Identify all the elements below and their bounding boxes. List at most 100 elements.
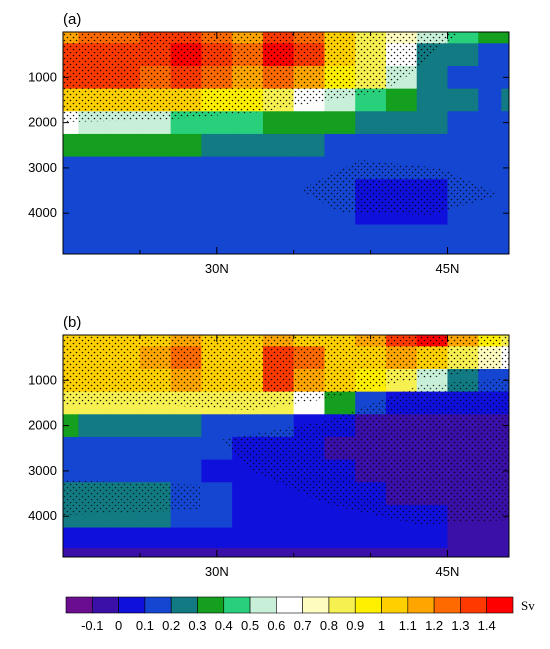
colorbar-tick-label: 0.5 (241, 618, 259, 633)
panel-b-cell (293, 547, 326, 557)
panel-a-cell (109, 156, 141, 180)
panel-a-cell (78, 244, 110, 254)
panel-a-cell (232, 201, 264, 226)
panel-a-cell (201, 201, 233, 226)
panel-a-cell (416, 133, 449, 158)
panel-a-cell (501, 32, 509, 44)
panel-b-cell (201, 482, 233, 506)
panel-b-cell (63, 547, 79, 557)
colorbar-swatch (118, 596, 146, 614)
panel-b-y-tick-label: 2000 (28, 418, 57, 433)
panel-a-cell (139, 133, 172, 158)
panel-a-cell (447, 133, 479, 158)
colorbar-swatch (91, 596, 119, 614)
panel-b-cell (324, 504, 356, 529)
panel-a-cell (63, 133, 79, 158)
panel-a-cell (201, 179, 233, 203)
panel-b-cell (201, 459, 233, 483)
panel-a-cell (324, 111, 356, 135)
panel-a-cell (501, 244, 509, 254)
panel-a-cell (478, 244, 502, 254)
panel-b-cell (63, 436, 79, 461)
panel-b-cell (324, 391, 356, 415)
panel-a-cell (109, 133, 141, 158)
colorbar-tick-label: 0.6 (267, 618, 285, 633)
panel-a-cell (109, 179, 141, 203)
panel-b-cell (501, 527, 509, 549)
panel-a-cell (478, 111, 502, 135)
panel-a-cell (78, 179, 110, 203)
panel-a-cell (232, 156, 264, 180)
panel-a-cell (447, 244, 479, 254)
colorbar-swatch (407, 596, 435, 614)
panel-b-y-tick-label: 3000 (28, 463, 57, 478)
panel-a-cell (478, 156, 502, 180)
panel-b-cell (170, 459, 203, 483)
panel-b-cell (478, 547, 502, 557)
panel-b-cell (63, 527, 79, 549)
panel-a-cell (63, 224, 79, 246)
panel-b-cell (447, 547, 479, 557)
panel-a-cell (262, 224, 295, 246)
panel-b-cell (501, 547, 509, 557)
panel-a-cell (478, 88, 502, 112)
panel-a-cell (139, 224, 172, 246)
panel-b-cell (109, 527, 141, 549)
panel-a-cell (63, 156, 79, 180)
panel-b-cell (201, 414, 233, 438)
panel-b-cell (385, 547, 418, 557)
panel-a-cell (63, 244, 79, 254)
colorbar-swatch (328, 596, 356, 614)
panel-b-cell (63, 414, 79, 438)
panel-b-cell (78, 436, 110, 461)
colorbar-unit-label: Sv (521, 598, 535, 613)
panel-a-cell (478, 32, 502, 44)
colorbar-tick-label: 1.4 (478, 618, 496, 633)
panel-a-cell (170, 201, 203, 226)
panel-b-x-tick-label: 30N (205, 564, 229, 579)
panel-b-cell (139, 459, 172, 483)
panel-b-y-tick-label: 4000 (28, 508, 57, 523)
panel-a-cell (416, 65, 449, 90)
panel-a-x-tick-label: 45N (436, 261, 460, 276)
colorbar-tick-label: 1.3 (451, 618, 469, 633)
panel-b-cell (201, 527, 233, 549)
colorbar-swatch (223, 596, 251, 614)
colorbar-tick-label: 1.2 (425, 618, 443, 633)
colorbar-swatch (354, 596, 382, 614)
panel-a-cell (416, 244, 449, 254)
panel-a-cell (478, 224, 502, 246)
panel-a-cell (78, 224, 110, 246)
panel-a-cell (109, 201, 141, 226)
panel-b-cell (170, 547, 203, 557)
panel-a-cell (478, 65, 502, 90)
panel-b-stippling (63, 335, 509, 525)
panel-a-cell (355, 244, 387, 254)
panel-b-cell (232, 547, 264, 557)
panel-a-cell (385, 244, 418, 254)
panel-a-cell (170, 156, 203, 180)
panel-a-cell (232, 244, 264, 254)
panel-b: (b) 1000 2000 3000 4000 30N 45N (28, 314, 510, 579)
panel-a-cell (447, 224, 479, 246)
panel-a-cell (447, 111, 479, 135)
colorbar-tick-label: 0.8 (320, 618, 338, 633)
panel-a-y-tick-label: 4000 (28, 205, 57, 220)
panel-a-cell (232, 133, 264, 158)
panel-a-label: (a) (63, 11, 81, 28)
panel-a-cell (139, 179, 172, 203)
colorbar-tick-label: 0.3 (188, 618, 206, 633)
panel-b-cell (78, 414, 110, 438)
colorbar-tick-label: 0 (115, 618, 122, 633)
panel-b-cell (78, 547, 110, 557)
panel-a-cell (201, 224, 233, 246)
panel-b-cell (324, 527, 356, 549)
panel-a-cell (232, 224, 264, 246)
colorbar-swatch (144, 596, 172, 614)
panel-a-cell (109, 244, 141, 254)
colorbar-swatch (302, 596, 330, 614)
panel-b-cell (232, 504, 264, 529)
panel-a-cell (355, 111, 387, 135)
colorbar-swatch (249, 596, 277, 614)
colorbar-tick-label: 0.2 (162, 618, 180, 633)
